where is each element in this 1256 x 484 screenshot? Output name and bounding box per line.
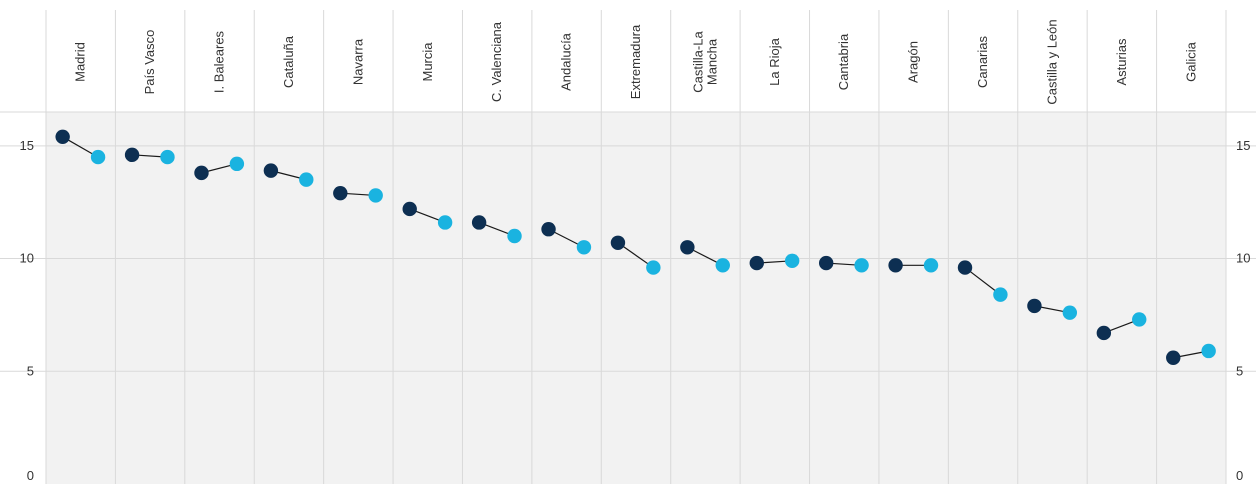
- series-2-point: [160, 149, 175, 165]
- category-label: Galicia: [1183, 41, 1198, 82]
- connector-line: [964, 267, 1001, 296]
- series-1-point: [957, 260, 973, 275]
- category-label: Canarias: [975, 35, 990, 88]
- data-marks: [55, 129, 1216, 365]
- category-label: La Rioja: [767, 37, 782, 85]
- category-label: Cataluña: [281, 35, 296, 88]
- category-label: Mancha: [704, 38, 719, 85]
- series-2-point: [715, 258, 730, 273]
- category-label: Andalucía: [559, 32, 574, 91]
- y-axis-right: 0 5 10 15: [1236, 138, 1250, 483]
- series-2-point: [923, 258, 939, 273]
- series-2-point: [229, 156, 245, 172]
- y-tick-label: 10: [20, 251, 34, 266]
- series-1-point: [818, 255, 834, 271]
- category-label: Cantabria: [836, 33, 851, 90]
- category-label: I. Baleares: [212, 30, 227, 93]
- category-label: Extremadura: [628, 24, 643, 99]
- y-tick-label: 15: [20, 138, 34, 153]
- series-1-point: [1096, 325, 1112, 341]
- connector-line: [617, 242, 654, 269]
- category-label: Aragón: [906, 41, 921, 83]
- series-1-point: [471, 215, 487, 230]
- series-2-point: [1062, 305, 1078, 320]
- category-label: Murcia: [420, 42, 435, 82]
- series-1-point: [1027, 298, 1042, 314]
- y-tick-label: 10: [1236, 251, 1250, 266]
- category-label: Asturias: [1114, 38, 1129, 85]
- series-2-point: [299, 172, 314, 187]
- category-label: C. Valenciana: [489, 21, 504, 102]
- y-tick-label: 5: [27, 363, 34, 378]
- series-1-point: [55, 129, 70, 144]
- series-1-point: [402, 201, 417, 217]
- series-2-point: [1201, 343, 1216, 359]
- series-1-point: [333, 185, 348, 201]
- category-label: Madrid: [73, 42, 88, 82]
- series-1-point: [1166, 350, 1181, 365]
- category-label: Castilla-La: [690, 31, 705, 93]
- series-2-point: [784, 253, 800, 268]
- series-2-point: [576, 240, 592, 255]
- series-2-point: [368, 188, 383, 203]
- series-1-point: [124, 147, 140, 163]
- series-2-point: [646, 260, 661, 275]
- series-1-point: [888, 258, 903, 273]
- plot-area: [46, 112, 1226, 484]
- series-2-point: [507, 228, 522, 244]
- category-label: Castilla y León: [1044, 19, 1059, 104]
- y-tick-label: 15: [1236, 138, 1250, 153]
- series-2-point: [90, 149, 106, 165]
- series-2-point: [437, 215, 453, 230]
- y-tick-label: 5: [1236, 363, 1243, 378]
- y-tick-label: 0: [1236, 468, 1243, 483]
- category-label: País Vasco: [142, 30, 157, 95]
- grid: [0, 10, 1256, 484]
- category-label: Navarra: [350, 38, 365, 85]
- series-1-point: [610, 235, 626, 250]
- plot-background: [46, 112, 1226, 484]
- y-tick-label: 0: [27, 468, 34, 483]
- series-2-point: [993, 287, 1008, 302]
- series-2-point: [854, 258, 869, 273]
- series-1-point: [749, 255, 764, 271]
- category-labels: Madrid País Vasco I. Baleares Cataluña Navar…: [73, 19, 1199, 104]
- series-1-point: [541, 222, 556, 237]
- series-1-point: [263, 163, 279, 178]
- series-2-point: [1132, 312, 1147, 327]
- series-1-point: [194, 165, 209, 181]
- series-1-point: [680, 240, 695, 255]
- y-axis-left: 0 5 10 15: [20, 138, 34, 483]
